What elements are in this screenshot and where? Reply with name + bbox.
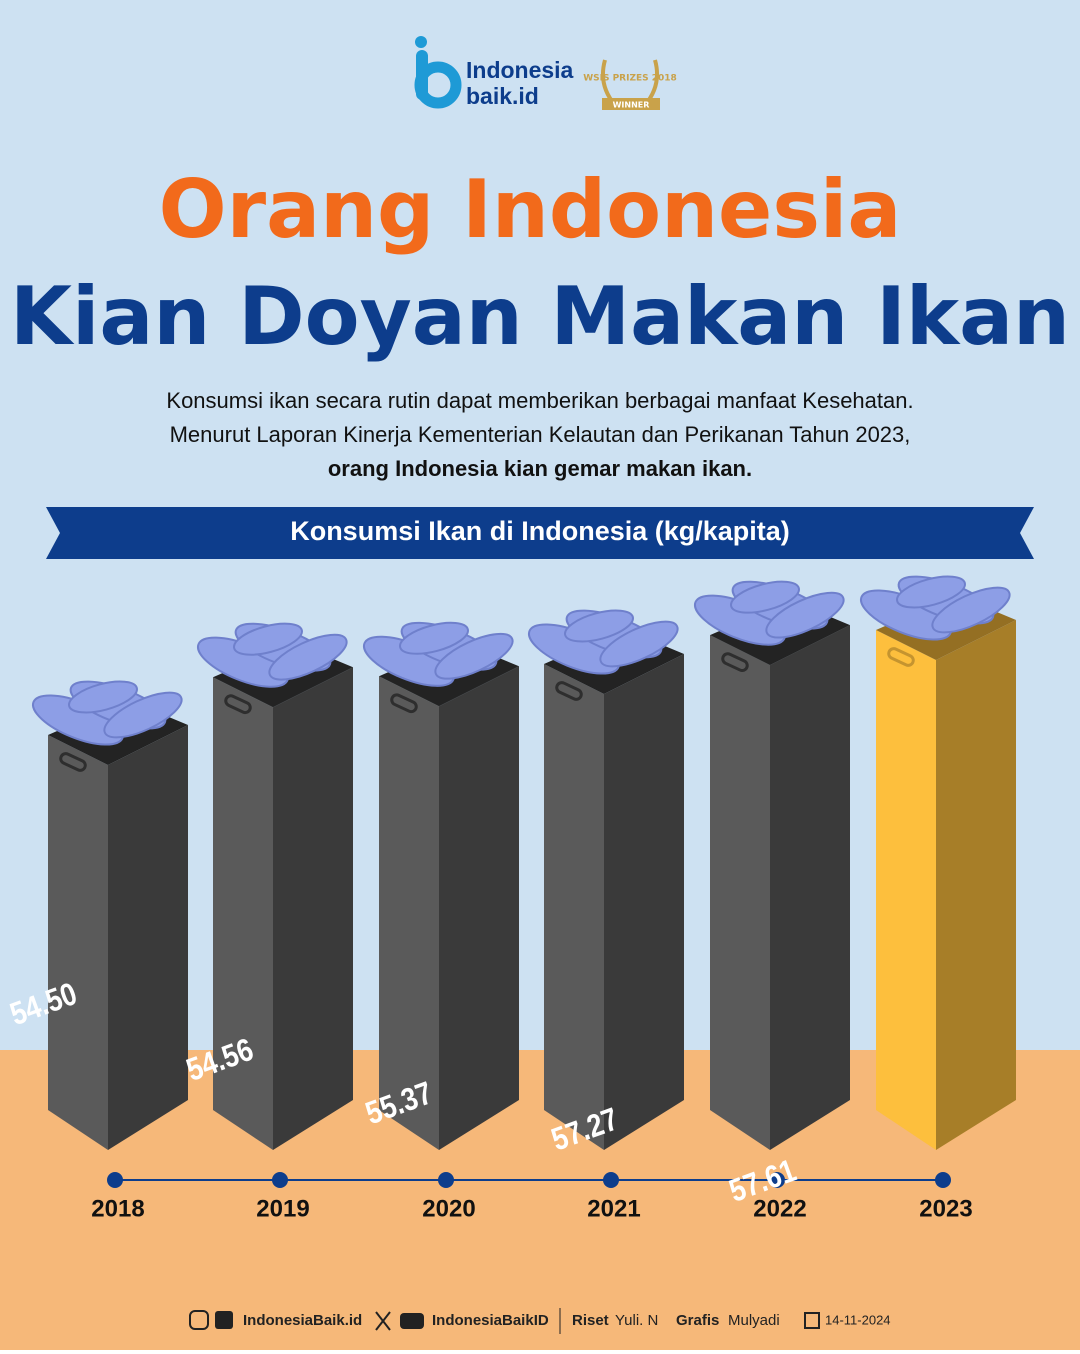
bar-handle <box>721 652 749 673</box>
bar-handle <box>555 681 583 701</box>
bar <box>770 625 850 1150</box>
bar <box>108 725 188 1150</box>
footer-credit: Yuli. N <box>615 1312 658 1329</box>
bar-side <box>544 663 604 1150</box>
description-line: orang Indonesia kian gemar makan ikan. <box>328 456 752 481</box>
fish <box>599 620 679 668</box>
fish <box>931 586 1011 634</box>
timeline-dot <box>769 1172 785 1188</box>
footer: IndonesiaBaik.id IndonesiaBaikID Riset Y… <box>189 1308 891 1334</box>
title-line: Orang Indonesia <box>159 163 902 256</box>
bar-handle <box>887 647 915 667</box>
x-tick-label: 2022 <box>753 1195 806 1222</box>
bar-handle <box>390 693 418 714</box>
x-tick-label: 2019 <box>256 1195 309 1222</box>
footer-handle: IndonesiaBaik.id <box>243 1312 362 1329</box>
timeline-dot <box>272 1172 288 1188</box>
timeline-dot <box>935 1172 951 1188</box>
footer-credit: Mulyadi <box>728 1312 780 1329</box>
bars: 50.69201854.50201954.56202055.37202157.2… <box>6 575 1016 1222</box>
award-badge: WINNER <box>613 101 650 110</box>
award-text: WSIS PRIZES 2018 <box>583 74 677 84</box>
fish <box>765 591 845 639</box>
fish <box>730 580 800 614</box>
fish <box>564 609 634 643</box>
logo-text: baik.id <box>466 83 539 109</box>
footer-handle: IndonesiaBaikID <box>432 1312 549 1329</box>
logo-dot <box>415 36 427 48</box>
timeline-dot <box>438 1172 454 1188</box>
fish <box>103 691 183 739</box>
logo: Indonesia baik.id WSIS PRIZES 2018 WINNE… <box>414 36 677 110</box>
x-tick-label: 2020 <box>422 1195 475 1222</box>
bar <box>604 653 684 1150</box>
fish <box>896 575 966 609</box>
chart-banner <box>46 507 1034 559</box>
instagram-icon <box>189 1310 209 1330</box>
description-line: Konsumsi ikan secara rutin dapat memberi… <box>166 388 913 413</box>
logo-text: Indonesia <box>466 57 574 83</box>
bar-handle <box>59 752 87 772</box>
footer-label: Grafis <box>676 1312 719 1329</box>
bar <box>936 620 1016 1150</box>
description-line: Menurut Laporan Kinerja Kementerian Kela… <box>170 422 911 447</box>
award-ribbon <box>602 98 660 110</box>
youtube-icon <box>400 1313 424 1329</box>
bar-side <box>876 630 936 1150</box>
fish <box>434 632 514 680</box>
x-tick-label: 2021 <box>587 1195 640 1222</box>
logo-ring <box>414 61 462 109</box>
timeline-dot <box>107 1172 123 1188</box>
footer-label: Riset <box>572 1312 609 1329</box>
fish <box>233 622 303 656</box>
timeline-dot <box>603 1172 619 1188</box>
calendar-icon <box>804 1312 820 1329</box>
x-icon <box>375 1311 391 1331</box>
bar-handle <box>224 694 252 715</box>
bar-side <box>48 735 108 1150</box>
x-tick-label: 2018 <box>91 1195 144 1222</box>
bar-side <box>710 635 770 1150</box>
bar <box>439 666 519 1150</box>
fish <box>68 680 138 714</box>
fish <box>268 633 348 681</box>
bar-side <box>379 676 439 1150</box>
title-line: Kian Doyan Makan Ikan <box>10 270 1070 363</box>
bar-side <box>213 677 273 1150</box>
bar <box>273 667 353 1150</box>
chart-title: Konsumsi Ikan di Indonesia (kg/kapita) <box>290 516 790 546</box>
fish <box>399 621 469 655</box>
footer-date: 14-11-2024 <box>825 1312 891 1327</box>
x-tick-label: 2023 <box>919 1195 972 1222</box>
facebook-icon <box>215 1311 233 1329</box>
